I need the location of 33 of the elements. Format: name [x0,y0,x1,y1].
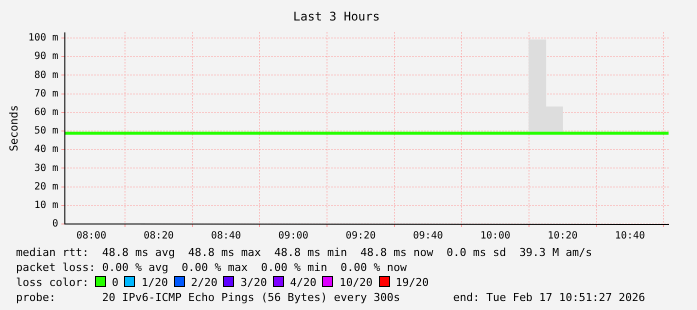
x-tick-label: 09:00 [278,230,308,242]
legend-label: 4/20 [290,276,316,289]
legend-label: 10/20 [339,276,373,289]
legend-label: 19/20 [396,276,429,289]
y-tick-label: 20 m [34,181,58,192]
y-tick-label: 10 m [34,200,58,211]
y-tick-label: 90 m [34,51,58,62]
x-tick-label: 08:40 [210,230,242,242]
y-tick-label: 50 m [34,126,58,137]
legend-label: 1/20 [141,276,168,289]
x-tick-label: 10:00 [480,230,510,242]
legend-label: 3/20 [240,276,267,289]
legend-label: 0 [112,276,118,289]
y-tick-label: 100 m [28,32,58,44]
y-tick-label: 70 m [34,88,58,100]
legend-title: loss color: [16,276,89,289]
x-tick-label: 09:40 [412,230,444,242]
y-tick-label: 80 m [34,70,58,81]
x-tick-label: 08:20 [144,230,174,242]
x-tick-label: 08:00 [76,230,106,242]
x-tick-label: 09:20 [346,230,376,242]
text: probe: 20 IPv6-ICMP Echo Pings (56 Bytes) every 300s end: Tue Feb 17 10:51:27 2026 [16,290,646,305]
x-tick-label: 10:40 [614,230,646,242]
text: packet loss: 0.00 % avg 0.00 % max 0.00 % min 0.00 % now [16,260,408,275]
y-tick-label: 40 m [34,144,58,156]
x-tick-label: 10:20 [548,230,578,242]
y-tick-label: 60 m [34,106,58,118]
y-tick-label: 30 m [34,162,58,174]
legend-label: 2/20 [190,276,218,289]
text: median rtt: 48.8 ms avg 48.8 ms max 48.8 ms min 48.8 ms now 0.0 ms sd 39.3 M am/s [16,245,594,260]
y-axis-title: Seconds [7,105,20,152]
y-tick-label: 0 [52,218,58,230]
chart-title: Last 3 Hours [293,9,380,24]
